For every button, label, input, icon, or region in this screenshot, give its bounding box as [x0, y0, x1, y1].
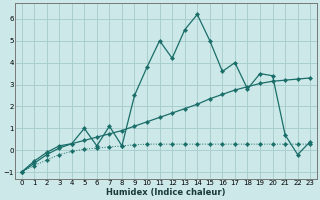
X-axis label: Humidex (Indice chaleur): Humidex (Indice chaleur) — [106, 188, 226, 197]
